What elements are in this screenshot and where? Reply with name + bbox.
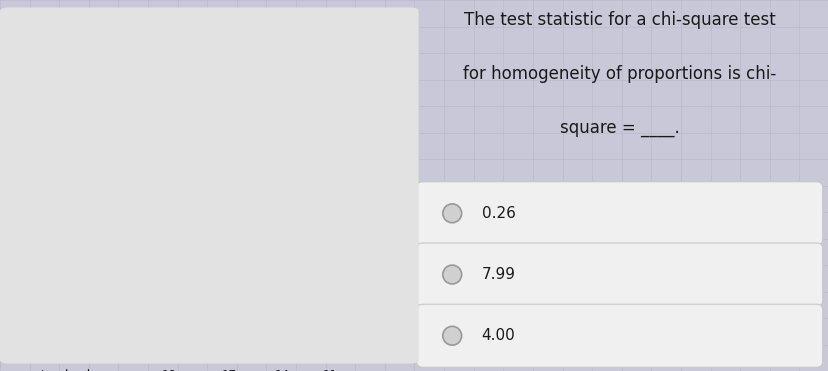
- FancyBboxPatch shape: [416, 243, 821, 306]
- Text: grade level. The following table summarizes the results:: grade level. The following table summari…: [28, 290, 361, 303]
- Text: 10th: 10th: [214, 334, 244, 347]
- Ellipse shape: [442, 265, 461, 284]
- Text: 11: 11: [322, 369, 337, 371]
- Text: 7.99: 7.99: [481, 267, 515, 282]
- FancyBboxPatch shape: [416, 304, 821, 367]
- Ellipse shape: [442, 204, 461, 223]
- Text: Independent random samples of size 30 are taken from each: Independent random samples of size 30 ar…: [28, 253, 389, 266]
- Text: Involved: Involved: [41, 369, 90, 371]
- Text: 9th: 9th: [158, 334, 180, 347]
- Text: difference among the proportions of 9th, 10th, 11th, and 12th: difference among the proportions of 9th,…: [28, 180, 396, 193]
- Text: The test statistic for a chi-square test: The test statistic for a chi-square test: [463, 11, 775, 29]
- Text: 12th: 12th: [315, 334, 344, 347]
- Text: 11th: 11th: [267, 334, 296, 347]
- Text: A survey is done to determine if there is a statistically significant: A survey is done to determine if there i…: [28, 144, 414, 157]
- Text: grade students who are involved in extracurricular activities.: grade students who are involved in extra…: [28, 217, 389, 230]
- Text: square = ____.: square = ____.: [559, 119, 679, 137]
- Text: 0.26: 0.26: [481, 206, 515, 221]
- Text: 17: 17: [222, 369, 237, 371]
- Text: 14: 14: [274, 369, 289, 371]
- Ellipse shape: [442, 326, 461, 345]
- Text: 18: 18: [161, 369, 176, 371]
- FancyBboxPatch shape: [416, 182, 821, 245]
- Text: for homogeneity of proportions is chi-: for homogeneity of proportions is chi-: [463, 65, 775, 83]
- Text: 4.00: 4.00: [481, 328, 515, 343]
